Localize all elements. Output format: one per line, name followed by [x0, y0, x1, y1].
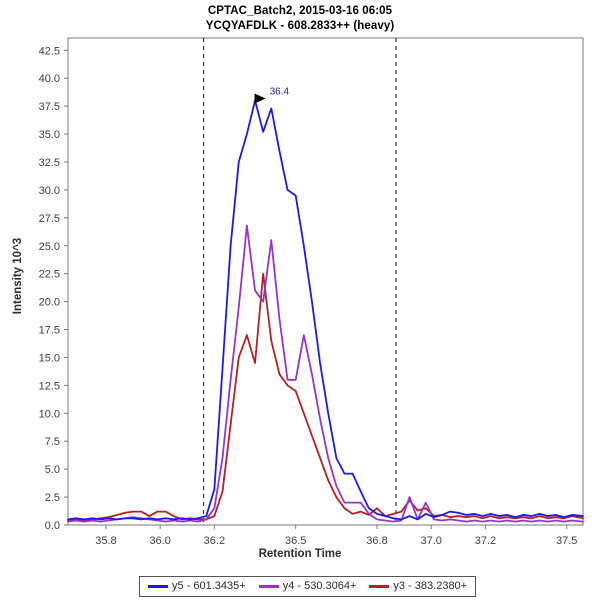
legend-item[interactable]: y4 - 530.3064+: [258, 580, 357, 592]
x-tick-label: 36.0: [149, 535, 170, 547]
y-tick-label: 10.0: [39, 408, 60, 420]
y-tick-label: 12.5: [39, 380, 60, 392]
y-tick-label: 5.0: [45, 464, 60, 476]
x-tick-label: 37.5: [556, 535, 577, 547]
legend-item[interactable]: y5 - 601.3435+: [148, 580, 246, 592]
legend-item-label: y3 - 383.2380+: [393, 580, 468, 592]
y-tick-label: 7.5: [45, 436, 60, 448]
y-tick-label: 17.5: [39, 325, 60, 337]
y-tick-label: 15.0: [39, 352, 60, 364]
y-tick-label: 25.0: [39, 241, 60, 253]
peak-apex-label: 36.4: [270, 87, 290, 98]
y-tick-label: 0.0: [45, 520, 60, 532]
y-tick-label: 22.5: [39, 269, 60, 281]
y-tick-label: 35.0: [39, 129, 60, 141]
x-tick-label: 35.8: [95, 535, 116, 547]
y-tick-label: 27.5: [39, 213, 60, 225]
y-tick-label: 40.0: [39, 73, 60, 85]
x-tick-label: 37.0: [420, 535, 441, 547]
y-tick-label: 20.0: [39, 297, 60, 309]
chart-title-line-2: YCQYAFDLK - 608.2833++ (heavy): [205, 20, 395, 32]
legend-color-swatch: [258, 584, 279, 588]
legend-color-swatch: [369, 584, 390, 588]
x-tick-label: 36.2: [204, 535, 225, 547]
peak-marker-icon: [254, 93, 266, 104]
x-axis-title: Retention Time: [258, 548, 342, 560]
series-line[interactable]: [67, 99, 584, 521]
legend-item[interactable]: y3 - 383.2380+: [369, 580, 467, 592]
y-tick-label: 30.0: [39, 185, 60, 197]
legend: y5 - 601.3435+ y4 - 530.3064+ y3 - 383.238…: [139, 576, 477, 597]
chart-title-line-1: CPTAC_Batch2, 2015-03-16 06:05: [207, 5, 393, 17]
y-tick-label: 37.5: [39, 101, 60, 113]
y-tick-label: 32.5: [39, 157, 60, 169]
x-tick-label: 37.2: [475, 535, 496, 547]
x-tick-label: 36.5: [285, 535, 306, 547]
y-tick-label: 42.5: [39, 45, 60, 57]
y-axis-title: Intensity 10^3: [12, 237, 24, 315]
legend-item-label: y4 - 530.3064+: [282, 580, 357, 592]
x-tick-label: 36.8: [366, 535, 387, 547]
series-line[interactable]: [67, 224, 584, 523]
legend-color-swatch: [148, 584, 168, 588]
plot-frame: [67, 37, 584, 526]
chart-title: CPTAC_Batch2, 2015-03-16 06:05 YCQYAFDLK…: [0, 4, 600, 34]
y-tick-label: 2.5: [45, 492, 60, 504]
series-line[interactable]: [67, 272, 584, 522]
legend-item-label: y5 - 601.3435+: [172, 580, 246, 592]
